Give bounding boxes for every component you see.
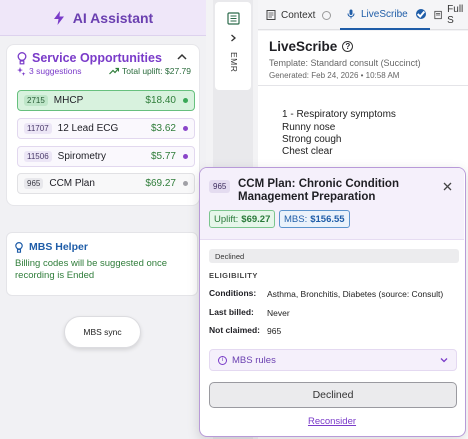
reconsider-link[interactable]: Reconsider — [307, 416, 357, 427]
declined-button[interactable]: Declined — [209, 382, 457, 408]
last-billed-label: Last billed: — [209, 307, 254, 317]
not-claimed-label: Not claimed: — [209, 325, 261, 335]
eligibility-heading: ELIGIBILITY — [209, 271, 258, 280]
tab-livescribe-label: LiveScribe — [361, 8, 408, 20]
mbs-rules-label: MBS rules — [232, 354, 276, 366]
note-line: 1 - Respiratory symptoms — [282, 109, 396, 120]
sparkles-icon — [17, 66, 26, 76]
popup-title: CCM Plan: Chronic Condition Management P… — [238, 178, 399, 203]
status-dot — [183, 181, 188, 186]
tab-context-label: Context — [281, 9, 316, 21]
service-code: 11707 — [24, 123, 52, 134]
tab-context[interactable]: Context — [266, 0, 332, 30]
status-dot — [183, 98, 188, 103]
document-icon — [227, 12, 240, 25]
status-dot — [183, 126, 188, 131]
mbs-value: $156.55 — [310, 213, 345, 225]
service-opportunities-card: Service Opportunities 3 suggestions Tota… — [6, 44, 200, 206]
service-amount: $3.62 — [150, 123, 176, 134]
tab-livescribe[interactable]: LiveScribe — [340, 0, 430, 30]
suggestions-count-text: 3 suggestions — [29, 66, 82, 76]
total-uplift: Total uplift: $27.79 — [109, 66, 191, 76]
assistant-title: AI Assistant — [72, 9, 154, 26]
service-name: MHCP — [53, 95, 84, 106]
tab-full-label: Full S — [447, 4, 464, 26]
close-icon[interactable] — [443, 182, 452, 191]
service-opportunities-title: Service Opportunities — [32, 51, 162, 65]
service-item-ccm-plan[interactable]: 965 CCM Plan $69.27 — [17, 173, 195, 194]
tab-bar: Context LiveScribe Full S — [258, 0, 468, 30]
note-line: Chest clear — [282, 146, 333, 157]
mbs-label: MBS: — [284, 213, 308, 225]
assistant-header: AI Assistant — [0, 0, 206, 36]
mbs-rules-accordion[interactable]: i MBS rules — [209, 349, 457, 371]
lightning-icon — [53, 10, 64, 25]
service-amount: $18.40 — [145, 95, 176, 106]
trending-up-icon — [109, 67, 119, 75]
note-line: Strong cough — [282, 134, 342, 145]
mbs-helper-header: MBS Helper — [15, 241, 88, 253]
chevron-up-icon[interactable] — [177, 53, 187, 61]
livescribe-title-text: LiveScribe — [269, 39, 338, 54]
mbs-helper-description: Billing codes will be suggested once rec… — [15, 258, 168, 281]
service-code: 965 — [24, 178, 44, 189]
service-code: 11506 — [24, 151, 52, 162]
assistant-panel: AI Assistant Service Opportunities 3 sug… — [0, 0, 206, 439]
livescribe-title: LiveScribe ? — [269, 39, 354, 54]
mbs-sync-button[interactable]: MBS sync — [64, 316, 141, 348]
check-circle-icon — [415, 9, 426, 19]
mbs-helper-title: MBS Helper — [29, 241, 88, 253]
lightbulb-icon — [15, 241, 23, 253]
status-badge: Declined — [209, 249, 459, 263]
service-name: Spirometry — [57, 151, 107, 162]
total-uplift-text: Total uplift: $27.79 — [122, 66, 191, 76]
uplift-label: Uplift: — [214, 213, 239, 225]
emr-label: EMR — [229, 52, 239, 73]
last-billed-value: Never — [267, 308, 290, 318]
service-item-spirometry[interactable]: 11506 Spirometry $5.77 — [17, 146, 195, 167]
document-icon — [266, 10, 276, 20]
service-opportunities-header[interactable]: Service Opportunities — [17, 51, 162, 65]
not-claimed-value: 965 — [267, 326, 282, 336]
tab-full-summary[interactable]: Full S — [434, 0, 468, 30]
service-code: 965 — [209, 180, 231, 193]
status-circle-icon — [322, 10, 332, 20]
service-item-mhcp[interactable]: 2715 MHCP $18.40 — [17, 90, 195, 111]
microphone-icon — [347, 9, 355, 19]
generated-timestamp: Generated: Feb 24, 2026 • 10:58 AM — [269, 71, 400, 80]
conditions-label: Conditions: — [209, 288, 257, 298]
mbs-helper-card: MBS Helper Billing codes will be suggest… — [6, 232, 198, 296]
service-amount: $69.27 — [145, 178, 176, 189]
info-icon: i — [218, 355, 227, 365]
service-name: 12 Lead ECG — [57, 123, 119, 134]
service-item-12-lead-ecg[interactable]: 11707 12 Lead ECG $3.62 — [17, 118, 195, 139]
conditions-value: Asthma, Bronchitis, Diabetes (source: Co… — [267, 289, 444, 299]
lightbulb-icon — [17, 51, 27, 64]
mbs-fee-badge: MBS: $156.55 — [279, 210, 350, 228]
service-detail-popup: 965 CCM Plan: Chronic Condition Manageme… — [199, 167, 466, 437]
service-amount: $5.77 — [150, 151, 176, 162]
divider — [258, 85, 468, 86]
chevron-right-icon[interactable] — [230, 34, 237, 42]
status-dot — [183, 154, 188, 159]
note-line: Runny nose — [282, 122, 336, 133]
document-icon — [434, 10, 442, 20]
uplift-value: $69.27 — [241, 213, 271, 225]
emr-toggle[interactable]: EMR — [215, 2, 251, 90]
popup-header: 965 CCM Plan: Chronic Condition Manageme… — [200, 168, 464, 240]
service-code: 2715 — [24, 95, 48, 106]
help-icon[interactable]: ? — [342, 41, 354, 52]
uplift-badge: Uplift: $69.27 — [209, 210, 276, 228]
chevron-down-icon — [440, 358, 448, 363]
suggestions-count: 3 suggestions — [17, 66, 81, 76]
template-label: Template: Standard consult (Succinct) — [269, 58, 421, 68]
service-name: CCM Plan — [49, 178, 95, 189]
